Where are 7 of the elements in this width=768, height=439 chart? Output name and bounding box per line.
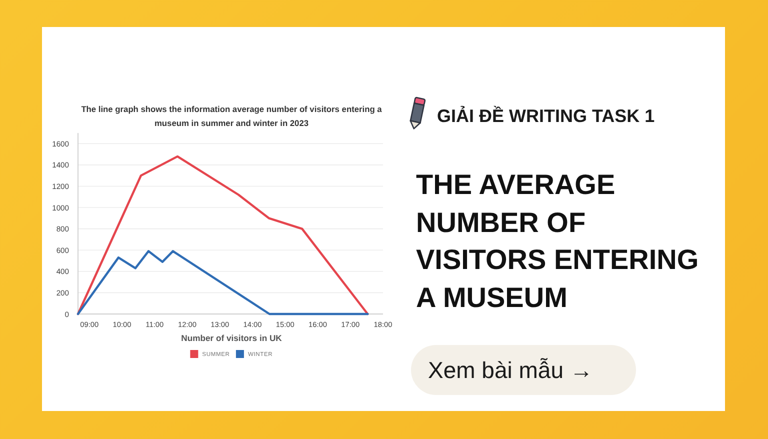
line-series xyxy=(76,250,369,316)
view-sample-button: Xem bài mẫu → xyxy=(411,345,636,395)
x-axis-title: Number of visitors in UK xyxy=(181,333,283,343)
text: THE AVERAGE NUMBER OF VISITORS ENTERING A MUSEUM xyxy=(416,168,700,314)
chart-title: The line graph shows the information average number of visitors entering a museum in summer and winter in 2023 xyxy=(81,104,382,128)
line-series xyxy=(76,155,369,316)
text: GIẢI ĐỀ WRITING TASK 1 xyxy=(437,106,655,127)
